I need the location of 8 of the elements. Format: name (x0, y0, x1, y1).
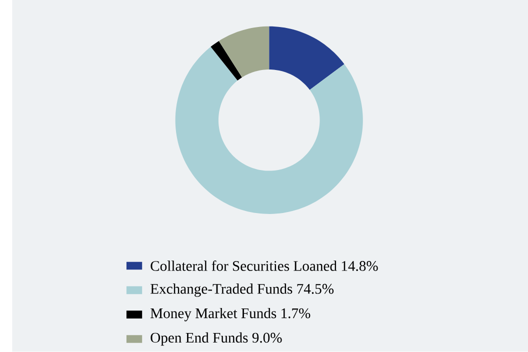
data-label: 14.8% (342, 261, 378, 272)
legend-label: Exchange-Traded Funds (150, 284, 292, 297)
legend-label: Collateral for Securities Loaned (150, 260, 337, 272)
legend-label: Open End Funds (150, 332, 248, 346)
data-label: 74.5% (297, 284, 334, 294)
legend-label: Money Market Funds (150, 308, 276, 322)
data-label: 1.7% (282, 308, 310, 318)
data-label: 9.0% (252, 332, 282, 343)
